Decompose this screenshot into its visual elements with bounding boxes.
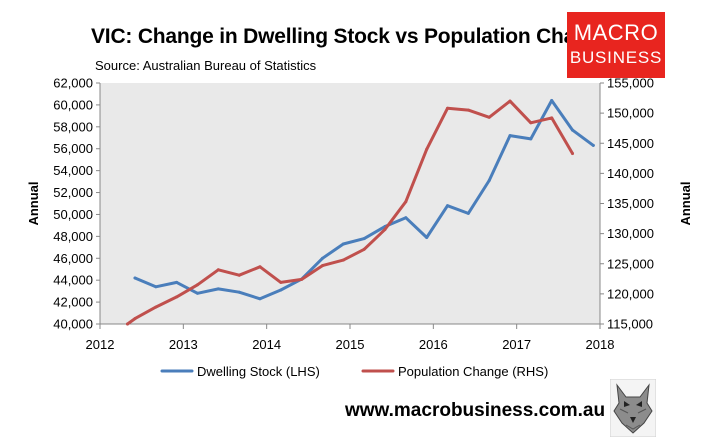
data-point (300, 277, 304, 281)
data-point (571, 128, 574, 132)
y-tick-right-label: 140,000 (607, 166, 654, 181)
data-point (175, 295, 179, 299)
y-tick-right-label: 120,000 (607, 286, 654, 301)
y-tick-left-label: 46,000 (53, 251, 93, 266)
data-point (216, 268, 220, 272)
y-tick-left-label: 60,000 (53, 97, 93, 112)
website-url[interactable]: www.macrobusiness.com.au (345, 400, 606, 421)
data-point (154, 305, 158, 309)
data-point (133, 276, 137, 280)
data-point (404, 200, 408, 204)
y-tick-left-label: 48,000 (53, 229, 93, 244)
y-tick-left-label: 42,000 (53, 295, 93, 310)
data-point (216, 287, 220, 291)
x-tick-label: 2018 (586, 337, 615, 352)
y-tick-right-label: 135,000 (607, 196, 654, 211)
data-point (362, 247, 366, 251)
y-tick-left-label: 50,000 (53, 207, 93, 222)
data-point (341, 258, 345, 262)
x-tick-label: 2012 (86, 337, 115, 352)
data-point (279, 280, 283, 284)
data-point (466, 108, 470, 112)
data-point (175, 280, 179, 284)
y-tick-right-label: 130,000 (607, 226, 654, 241)
data-point (591, 143, 595, 147)
y-tick-right-label: 145,000 (607, 136, 654, 151)
data-point (341, 242, 345, 246)
data-point (321, 256, 324, 260)
y-axis-label-left: Annual (26, 181, 41, 225)
x-tick-label: 2014 (252, 337, 281, 352)
data-point (550, 116, 554, 120)
data-point (508, 99, 512, 103)
macrobusiness-logo[interactable]: MACRO BUSINESS (567, 12, 665, 78)
data-point (446, 204, 449, 208)
data-point (571, 152, 574, 155)
y-axis-label-right: Annual (678, 181, 693, 225)
data-point (446, 106, 449, 110)
y-tick-left-label: 62,000 (53, 76, 93, 91)
y-tick-right-label: 150,000 (607, 106, 654, 121)
y-tick-right-label: 155,000 (607, 76, 654, 91)
wolf-icon (610, 379, 656, 437)
data-point (237, 273, 241, 277)
data-point (508, 134, 512, 138)
data-point (383, 227, 387, 231)
data-point (196, 283, 199, 287)
data-point (487, 179, 491, 182)
x-tick-label: 2015 (336, 337, 365, 352)
data-point (321, 264, 324, 268)
logo-line-1: MACRO (573, 20, 659, 45)
chart-title: VIC: Change in Dwelling Stock vs Populat… (91, 25, 612, 48)
y-tick-right-label: 125,000 (607, 256, 654, 271)
y-tick-left-label: 40,000 (53, 317, 93, 332)
data-point (133, 317, 137, 321)
data-point (237, 290, 241, 294)
legend-label: Population Change (RHS) (398, 364, 548, 379)
y-tick-right-label: 115,000 (607, 317, 653, 332)
data-point (404, 216, 408, 220)
x-tick-label: 2016 (419, 337, 448, 352)
data-point (258, 297, 262, 301)
data-point (362, 237, 366, 241)
data-point (529, 137, 533, 141)
data-point (154, 285, 158, 289)
y-tick-left-label: 58,000 (53, 119, 93, 134)
x-tick-label: 2013 (169, 337, 198, 352)
data-point (279, 288, 283, 292)
legend-label: Dwelling Stock (LHS) (197, 364, 320, 379)
data-point (258, 265, 262, 269)
y-tick-left-label: 54,000 (53, 163, 93, 178)
data-point (550, 99, 554, 102)
y-tick-left-label: 44,000 (53, 273, 93, 288)
logo-line-2: BUSINESS (569, 48, 663, 67)
x-tick-label: 2017 (502, 337, 531, 352)
data-point (466, 211, 470, 215)
chart-source: Source: Australian Bureau of Statistics (95, 58, 317, 73)
data-point (196, 291, 199, 295)
data-point (487, 115, 491, 119)
plot-area (100, 83, 600, 324)
data-point (425, 147, 429, 151)
data-point (126, 322, 129, 326)
data-point (425, 236, 429, 239)
y-tick-left-label: 56,000 (53, 141, 93, 156)
y-tick-left-label: 52,000 (53, 185, 93, 200)
data-point (529, 121, 533, 125)
